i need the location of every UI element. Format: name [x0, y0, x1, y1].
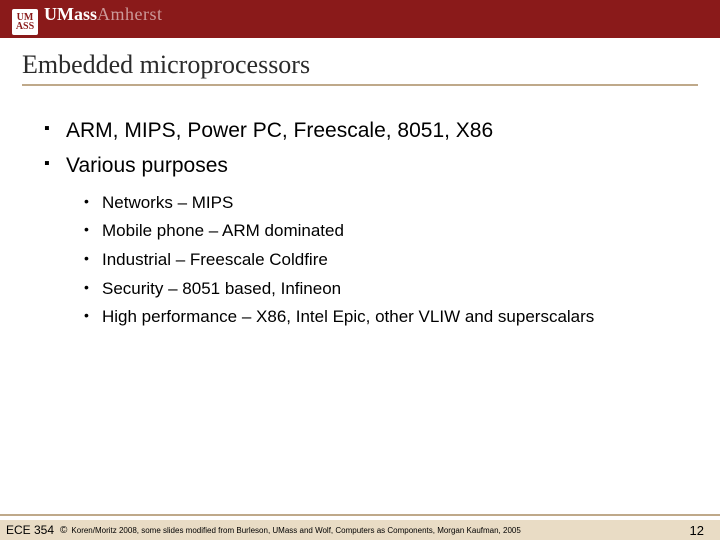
list-item: Industrial – Freescale Coldfire	[84, 248, 692, 273]
content-area: ARM, MIPS, Power PC, Freescale, 8051, X8…	[0, 92, 720, 540]
logo-text: UMassAmherst	[44, 4, 163, 25]
list-item: Mobile phone – ARM dominated	[84, 219, 692, 244]
footer: ECE 354 © Koren/Moritz 2008, some slides…	[0, 514, 720, 540]
footer-bar: ECE 354 © Koren/Moritz 2008, some slides…	[0, 520, 720, 540]
list-item: ARM, MIPS, Power PC, Freescale, 8051, X8…	[44, 116, 692, 145]
slide: UM ASS UMassAmherst Embedded microproces…	[0, 0, 720, 540]
copyright-symbol: ©	[60, 525, 67, 536]
footer-line	[0, 514, 720, 516]
list-item: Various purposes Networks – MIPS Mobile …	[44, 151, 692, 330]
header-bar: UM ASS UMassAmherst	[0, 0, 720, 38]
logo-amherst: Amherst	[97, 4, 163, 24]
bullet-list-level2: Networks – MIPS Mobile phone – ARM domin…	[84, 191, 692, 330]
logo: UM ASS UMassAmherst	[12, 4, 163, 35]
page-number: 12	[690, 523, 704, 538]
list-item: High performance – X86, Intel Epic, othe…	[84, 305, 692, 330]
title-underline	[22, 84, 698, 86]
bullet-list-level1: ARM, MIPS, Power PC, Freescale, 8051, X8…	[44, 116, 692, 330]
title-area: Embedded microprocessors	[0, 38, 720, 92]
course-code: ECE 354	[6, 523, 54, 537]
list-item: Security – 8051 based, Infineon	[84, 277, 692, 302]
list-item: Networks – MIPS	[84, 191, 692, 216]
attribution-text: Koren/Moritz 2008, some slides modified …	[71, 526, 677, 535]
logo-umass: UMass	[44, 4, 97, 24]
logo-mark: UM ASS	[12, 9, 38, 35]
slide-title: Embedded microprocessors	[22, 50, 698, 80]
list-item-text: Various purposes	[66, 154, 228, 177]
